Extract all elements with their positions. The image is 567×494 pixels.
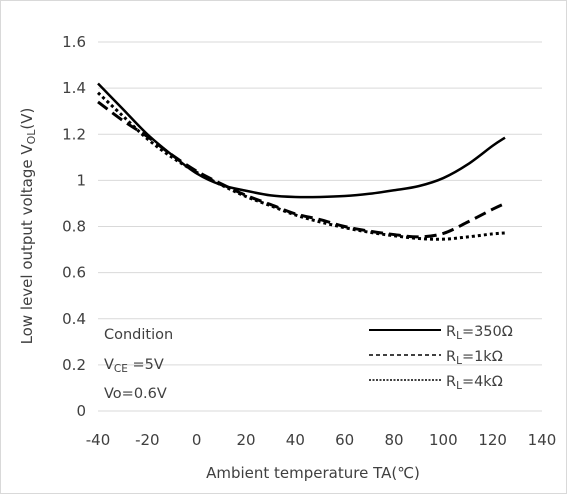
y-axis-title-unit: (V) <box>18 108 36 130</box>
legend: RL=350Ω RL=1kΩ RL=4kΩ <box>369 324 513 392</box>
y-tick-label: 1.2 <box>62 125 86 143</box>
y-tick-label: 1 <box>76 171 86 189</box>
x-tick-label: 0 <box>192 431 202 449</box>
x-tick-label: -40 <box>86 431 111 449</box>
y-axis-title-main: Low level output voltage V <box>18 144 36 345</box>
x-tick-label: 40 <box>286 431 305 449</box>
x-tick-label: 140 <box>528 431 557 449</box>
series-line-dotted <box>96 91 506 241</box>
condition-title: Condition <box>104 327 173 343</box>
x-tick-label: 60 <box>335 431 354 449</box>
y-tick-label: 1.4 <box>62 79 86 97</box>
y-tick-label: 0 <box>76 402 86 420</box>
y-tick-label: 0.8 <box>62 218 86 236</box>
x-tick-label: 100 <box>429 431 458 449</box>
condition-vce: VCE =5V <box>104 357 164 375</box>
y-tick-label: 1.6 <box>62 33 86 51</box>
condition-vce-subscript: CE <box>114 363 128 375</box>
x-tick-label: 120 <box>478 431 507 449</box>
series-line-solid <box>97 82 506 199</box>
series-line-dashed <box>97 100 506 239</box>
y-axis-title: Low level output voltage VOL(V) <box>18 108 38 345</box>
x-tick-labels: -40 -20 0 20 40 60 80 100 120 140 <box>86 431 557 449</box>
y-axis-title-subscript: OL <box>25 129 38 145</box>
horizontal-gridlines <box>98 41 542 412</box>
legend-label: RL=1kΩ <box>446 349 503 367</box>
x-tick-label: 20 <box>236 431 255 449</box>
condition-vo: Vo=0.6V <box>104 386 167 402</box>
x-tick-label: 80 <box>384 431 403 449</box>
legend-label: RL=350Ω <box>446 324 513 342</box>
y-tick-label: 0.2 <box>62 356 86 374</box>
x-tick-label: -20 <box>135 431 160 449</box>
x-axis-title: Ambient temperature TA(℃) <box>206 464 420 482</box>
condition-annotation: Condition VCE =5V Vo=0.6V <box>104 327 173 402</box>
y-tick-label: 0.6 <box>62 264 86 282</box>
legend-label: RL=4kΩ <box>446 374 503 392</box>
data-series <box>96 82 506 241</box>
condition-vce-symbol: V <box>104 357 114 373</box>
condition-vce-value: =5V <box>128 357 164 373</box>
y-tick-labels: 0 0.2 0.4 0.6 0.8 1 1.2 1.4 1.6 <box>62 33 86 420</box>
y-tick-label: 0.4 <box>62 310 86 328</box>
